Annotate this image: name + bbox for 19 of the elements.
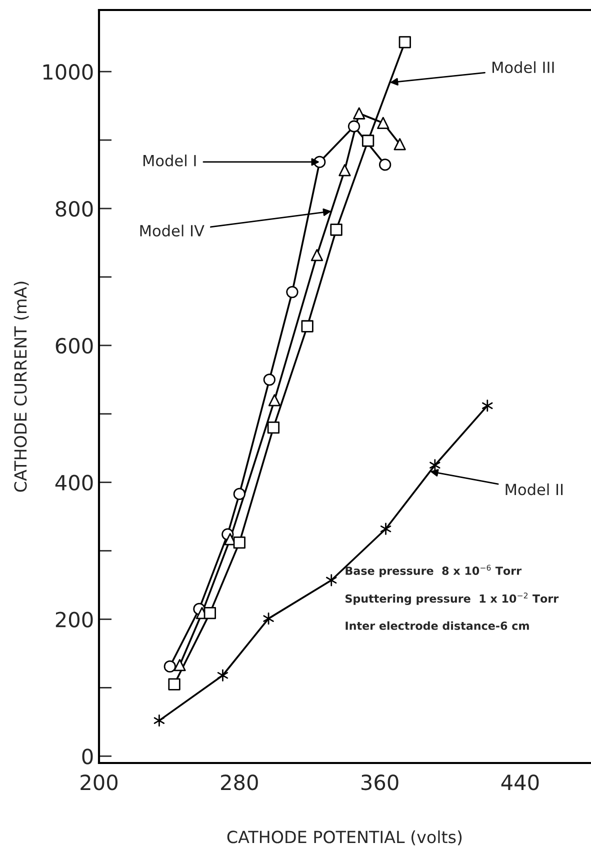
y-tick-label: 800 — [56, 200, 93, 217]
y-tick-label: 600 — [56, 338, 93, 354]
x-tick-label: 200 — [80, 774, 118, 790]
y-tick-label: 0 — [82, 748, 93, 764]
annotation: Sputtering pressure 1 x 10$^{−2}$ Torr — [346, 592, 559, 605]
annotation: Base pressure 8 x 10$^{−6}$ Torr — [346, 564, 522, 578]
annotation: Model III — [492, 61, 554, 74]
y-tick-label: 200 — [56, 612, 93, 628]
x-tick-label: 360 — [362, 774, 398, 790]
y-tick-label: 400 — [55, 474, 93, 491]
y-tick-label: 1000 — [43, 64, 93, 80]
x-axis-title: CATHODE POTENTIAL (volts) — [227, 830, 462, 846]
annotation: Inter electrode distance-6 cm — [346, 621, 529, 630]
annotation: Model II — [506, 483, 563, 496]
annotation: Model I — [143, 154, 196, 166]
annotation: Model IV — [140, 224, 204, 237]
x-tick-label: 280 — [221, 774, 258, 790]
x-tick-label: 440 — [501, 774, 539, 790]
y-axis-title: CATHODE CURRENT (mA) — [14, 282, 29, 492]
